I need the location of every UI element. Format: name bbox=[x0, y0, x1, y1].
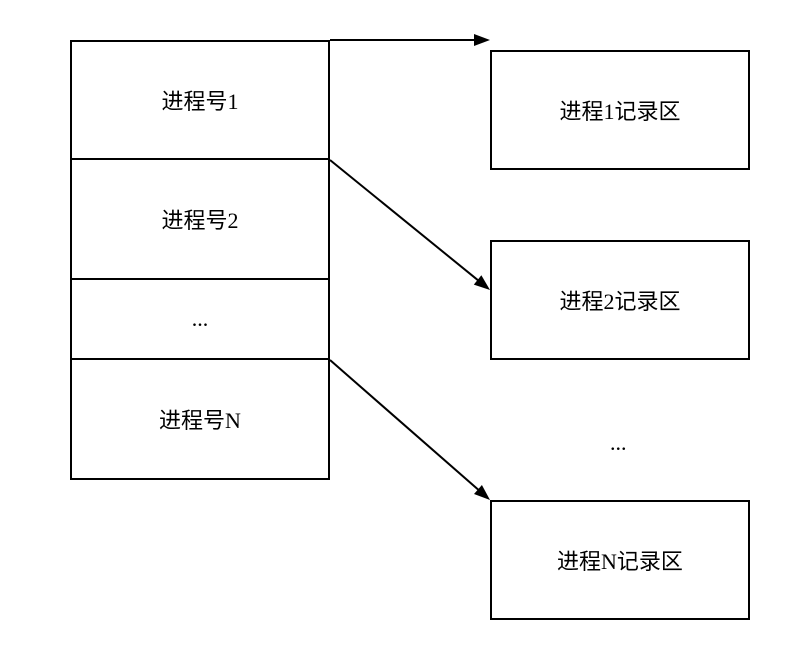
process-id-label: 进程号1 bbox=[161, 84, 238, 116]
process-id-cell-ellipsis: ... bbox=[70, 280, 330, 360]
record-area-label: 进程1记录区 bbox=[559, 94, 680, 126]
right-ellipsis: ... bbox=[610, 430, 627, 456]
process-id-cell-2: 进程号2 bbox=[70, 160, 330, 280]
record-area-box-1: 进程1记录区 bbox=[490, 50, 750, 170]
record-area-label: 进程2记录区 bbox=[559, 284, 680, 316]
process-id-label: 进程号2 bbox=[161, 203, 238, 235]
process-id-cell-1: 进程号1 bbox=[70, 40, 330, 160]
process-id-cell-n: 进程号N bbox=[70, 360, 330, 480]
record-area-box-2: 进程2记录区 bbox=[490, 240, 750, 360]
record-area-label: 进程N记录区 bbox=[557, 544, 683, 576]
process-id-label: ... bbox=[192, 306, 209, 332]
record-area-box-n: 进程N记录区 bbox=[490, 500, 750, 620]
process-id-label: 进程号N bbox=[159, 403, 241, 435]
